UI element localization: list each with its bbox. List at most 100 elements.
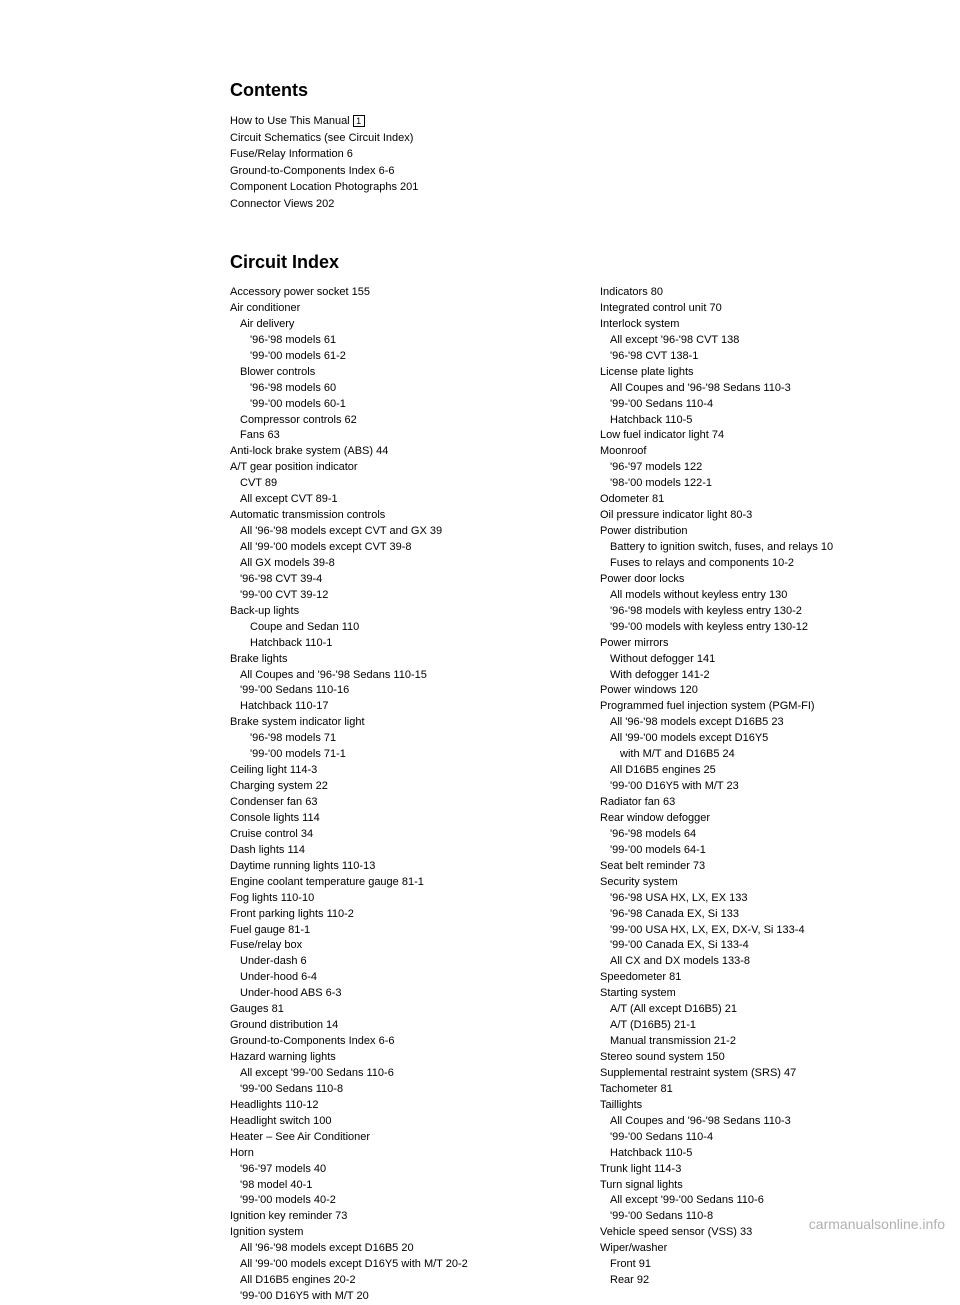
index-entry: Brake system indicator light — [230, 715, 550, 731]
circuit-index-section: Circuit Index Accessory power socket 155… — [230, 252, 920, 1305]
index-entry: Manual transmission 21-2 — [600, 1034, 920, 1050]
index-entry: '96-'98 models 71 — [230, 731, 550, 747]
index-entry: Power windows 120 — [600, 683, 920, 699]
contents-line: Circuit Schematics (see Circuit Index) — [230, 130, 920, 147]
index-entry: Wiper/washer — [600, 1241, 920, 1257]
index-entry: Low fuel indicator light 74 — [600, 428, 920, 444]
index-entry: '96-'98 CVT 39-4 — [230, 572, 550, 588]
index-entry: Front parking lights 110-2 — [230, 907, 550, 923]
index-entry: Ignition system — [230, 1225, 550, 1241]
index-entry: Under-hood 6-4 — [230, 970, 550, 986]
index-entry: Security system — [600, 875, 920, 891]
index-entry: Fuel gauge 81-1 — [230, 923, 550, 939]
index-entry: With defogger 141-2 — [600, 668, 920, 684]
index-entry: '96-'98 models 60 — [230, 381, 550, 397]
index-entry: Headlight switch 100 — [230, 1114, 550, 1130]
index-left-column: Accessory power socket 155Air conditione… — [230, 285, 550, 1305]
index-entry: Engine coolant temperature gauge 81-1 — [230, 875, 550, 891]
index-entry: Battery to ignition switch, fuses, and r… — [600, 540, 920, 556]
index-entry: All Coupes and '96-'98 Sedans 110-15 — [230, 668, 550, 684]
index-entry: Accessory power socket 155 — [230, 285, 550, 301]
index-entry: Ceiling light 114-3 — [230, 763, 550, 779]
index-entry: Under-hood ABS 6-3 — [230, 986, 550, 1002]
index-entry: '99-'00 models 71-1 — [230, 747, 550, 763]
index-entry: Console lights 114 — [230, 811, 550, 827]
index-entry: Coupe and Sedan 110 — [230, 620, 550, 636]
index-entry: Hatchback 110-17 — [230, 699, 550, 715]
index-entry: Indicators 80 — [600, 285, 920, 301]
index-entry: A/T gear position indicator — [230, 460, 550, 476]
index-entry: Back-up lights — [230, 604, 550, 620]
index-entry: Gauges 81 — [230, 1002, 550, 1018]
index-entry: All Coupes and '96-'98 Sedans 110-3 — [600, 381, 920, 397]
index-entry: Brake lights — [230, 652, 550, 668]
index-entry: Fans 63 — [230, 428, 550, 444]
contents-line: Ground-to-Components Index 6-6 — [230, 163, 920, 180]
index-entry: Under-dash 6 — [230, 954, 550, 970]
index-entry: All except '96-'98 CVT 138 — [600, 333, 920, 349]
index-entry: '99-'00 models with keyless entry 130-12 — [600, 620, 920, 636]
index-entry: Speedometer 81 — [600, 970, 920, 986]
index-entry: All CX and DX models 133-8 — [600, 954, 920, 970]
index-entry: '99-'00 Sedans 110-4 — [600, 1130, 920, 1146]
index-entry: Tachometer 81 — [600, 1082, 920, 1098]
index-entry: All '96-'98 models except CVT and GX 39 — [230, 524, 550, 540]
index-entry: Ignition key reminder 73 — [230, 1209, 550, 1225]
index-entry: Rear 92 — [600, 1273, 920, 1289]
index-entry: '99-'00 models 61-2 — [230, 349, 550, 365]
index-entry: A/T (All except D16B5) 21 — [600, 1002, 920, 1018]
index-entry: All '99-'00 models except D16Y5 — [600, 731, 920, 747]
index-entry: with M/T and D16B5 24 — [600, 747, 920, 763]
index-entry: Power mirrors — [600, 636, 920, 652]
index-entry: '96-'98 USA HX, LX, EX 133 — [600, 891, 920, 907]
index-entry: All except '99-'00 Sedans 110-6 — [230, 1066, 550, 1082]
index-entry: License plate lights — [600, 365, 920, 381]
index-entry: Starting system — [600, 986, 920, 1002]
index-entry: Dash lights 114 — [230, 843, 550, 859]
index-entry: '96-'97 models 122 — [600, 460, 920, 476]
index-entry: All '99-'00 models except CVT 39-8 — [230, 540, 550, 556]
index-entry: CVT 89 — [230, 476, 550, 492]
index-entry: '96-'98 CVT 138-1 — [600, 349, 920, 365]
index-entry: '99-'00 D16Y5 with M/T 20 — [230, 1289, 550, 1305]
index-entry: Oil pressure indicator light 80-3 — [600, 508, 920, 524]
index-entry: All D16B5 engines 20-2 — [230, 1273, 550, 1289]
contents-line: Connector Views 202 — [230, 196, 920, 213]
index-entry: Power distribution — [600, 524, 920, 540]
contents-section: Contents How to Use This Manual 1Circuit… — [230, 80, 920, 212]
index-entry: Cruise control 34 — [230, 827, 550, 843]
contents-line: Component Location Photographs 201 — [230, 179, 920, 196]
index-entry: Hatchback 110-5 — [600, 1146, 920, 1162]
index-entry: Horn — [230, 1146, 550, 1162]
index-entry: '99-'00 Sedans 110-16 — [230, 683, 550, 699]
box-icon: 1 — [353, 115, 365, 127]
index-entry: Hazard warning lights — [230, 1050, 550, 1066]
index-entry: Automatic transmission controls — [230, 508, 550, 524]
index-entry: Heater – See Air Conditioner — [230, 1130, 550, 1146]
index-entry: Front 91 — [600, 1257, 920, 1273]
watermark: carmanualsonline.info — [809, 1216, 945, 1232]
index-entry: Moonroof — [600, 444, 920, 460]
index-entry: Air conditioner — [230, 301, 550, 317]
index-entry: Seat belt reminder 73 — [600, 859, 920, 875]
index-entry: Supplemental restraint system (SRS) 47 — [600, 1066, 920, 1082]
index-entry: Ground distribution 14 — [230, 1018, 550, 1034]
index-entry: All except '99-'00 Sedans 110-6 — [600, 1193, 920, 1209]
index-entry: All D16B5 engines 25 — [600, 763, 920, 779]
index-entry: '96-'98 models 61 — [230, 333, 550, 349]
index-entry: Hatchback 110-1 — [230, 636, 550, 652]
circuit-index-heading: Circuit Index — [230, 252, 920, 273]
index-entry: Headlights 110-12 — [230, 1098, 550, 1114]
index-entry: '99-'00 Sedans 110-8 — [230, 1082, 550, 1098]
index-entry: All models without keyless entry 130 — [600, 588, 920, 604]
index-entry: Radiator fan 63 — [600, 795, 920, 811]
index-entry: Stereo sound system 150 — [600, 1050, 920, 1066]
index-entry: Rear window defogger — [600, 811, 920, 827]
index-entry: Ground-to-Components Index 6-6 — [230, 1034, 550, 1050]
contents-list: How to Use This Manual 1Circuit Schemati… — [230, 113, 920, 212]
index-columns: Accessory power socket 155Air conditione… — [230, 285, 920, 1305]
index-entry: Daytime running lights 110-13 — [230, 859, 550, 875]
index-entry: Charging system 22 — [230, 779, 550, 795]
index-entry: Compressor controls 62 — [230, 413, 550, 429]
index-entry: Trunk light 114-3 — [600, 1162, 920, 1178]
